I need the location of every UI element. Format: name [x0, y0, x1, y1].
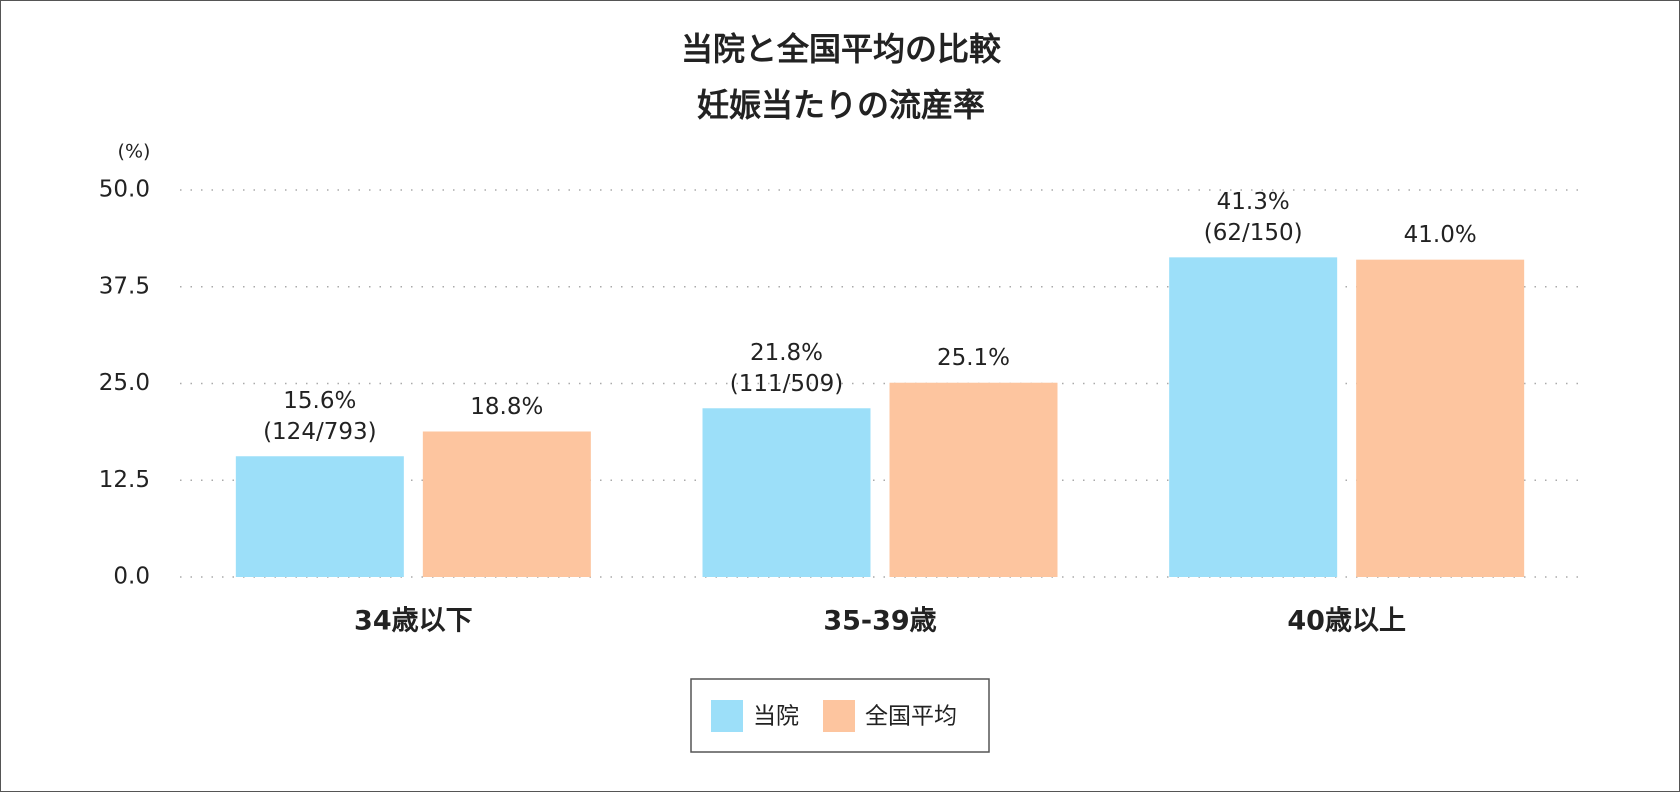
bar — [235, 456, 404, 577]
legend-swatch — [823, 700, 855, 732]
bar — [1169, 257, 1338, 577]
x-tick-label: 40歳以上 — [1287, 606, 1406, 637]
y-tick-label: 37.5 — [99, 273, 150, 299]
x-tick-label: 34歳以下 — [354, 606, 473, 637]
y-tick-label: 0.0 — [113, 564, 150, 590]
y-tick-label: 50.0 — [99, 177, 150, 203]
value-label: 41.0% — [1404, 222, 1477, 248]
chart-title: 妊娠当たりの流産率 — [697, 86, 985, 124]
legend-label: 全国平均 — [865, 704, 957, 730]
bar — [422, 431, 591, 577]
value-label: 15.6% — [283, 388, 356, 414]
value-sublabel: (62/150) — [1204, 220, 1303, 246]
y-tick-label: 25.0 — [99, 370, 150, 396]
value-sublabel: (124/793) — [263, 419, 377, 445]
value-label: 41.3% — [1217, 189, 1290, 215]
bar — [702, 408, 871, 577]
y-unit: (%) — [118, 141, 151, 163]
bar — [1356, 259, 1525, 577]
y-tick-label: 12.5 — [99, 467, 150, 493]
chart-title: 当院と全国平均の比較 — [681, 30, 1002, 68]
value-label: 21.8% — [750, 340, 823, 366]
value-label: 18.8% — [470, 394, 543, 420]
value-label: 25.1% — [937, 345, 1010, 371]
bar — [889, 382, 1058, 577]
legend-swatch — [711, 700, 743, 732]
value-sublabel: (111/509) — [730, 371, 844, 397]
legend-label: 当院 — [753, 704, 799, 730]
x-tick-label: 35-39歳 — [823, 606, 936, 637]
